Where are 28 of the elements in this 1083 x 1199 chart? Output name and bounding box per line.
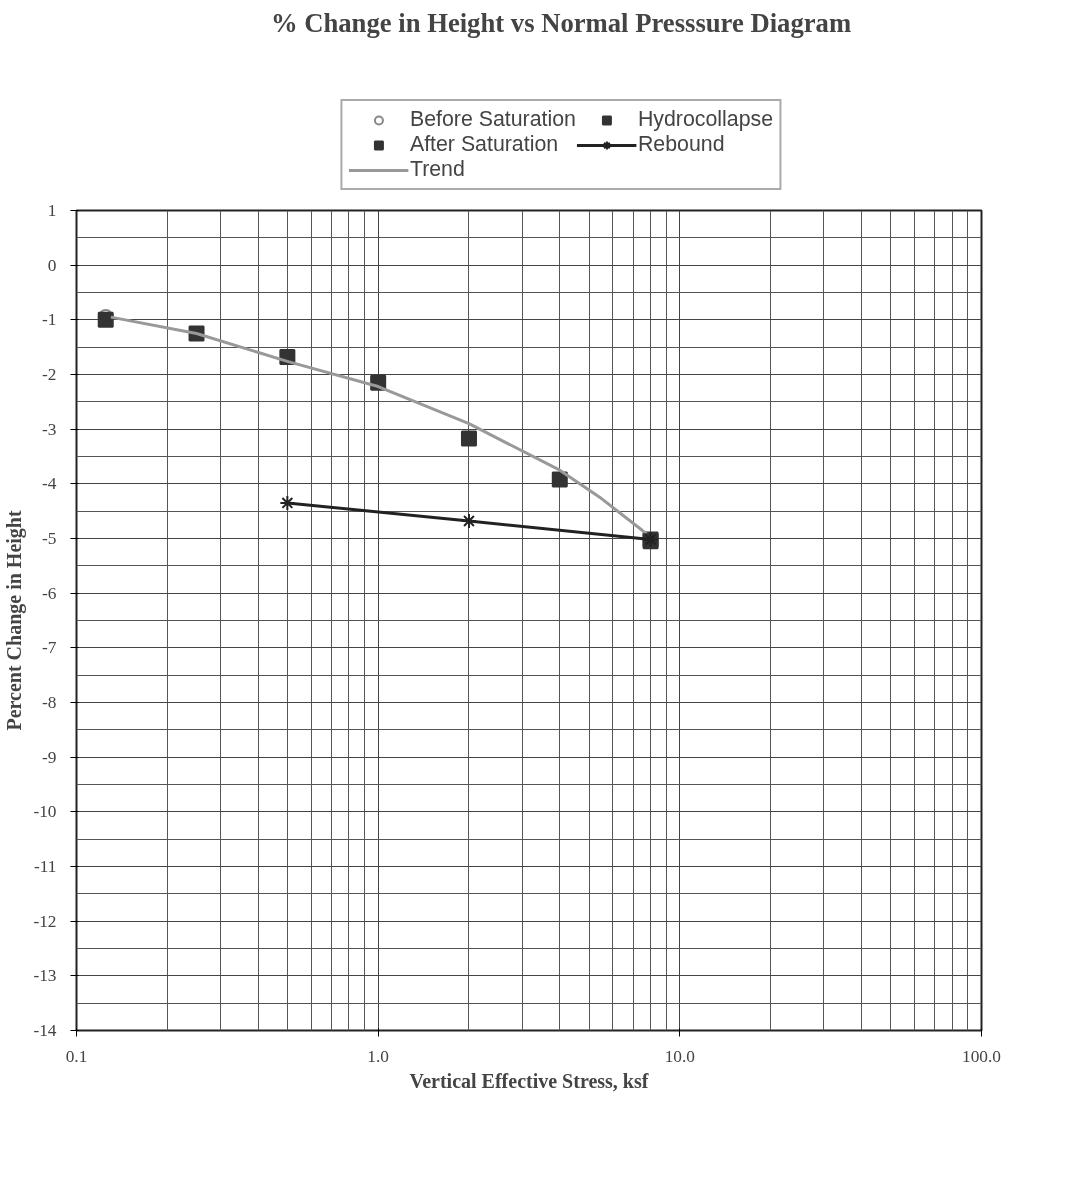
x-axis-title: Vertical Effective Stress, ksf [409, 1069, 649, 1092]
x-tick-label: 0.1 [65, 1046, 88, 1066]
y-tick-label: 0 [47, 255, 57, 275]
y-tick-label: -7 [42, 638, 57, 658]
y-tick-label: -13 [33, 966, 57, 986]
y-tick-label: -6 [42, 583, 57, 603]
y-tick-label: -9 [42, 747, 57, 767]
legend-label: Trend [409, 157, 465, 182]
x-tick-label: 100.0 [962, 1046, 1002, 1066]
legend-label: Hydrocollapse [637, 107, 774, 132]
y-tick-label: -12 [33, 911, 57, 931]
y-tick-label: -14 [33, 1021, 57, 1040]
y-axis-title: Percent Change in Height [3, 510, 27, 731]
y-tick-label: 1 [47, 201, 57, 220]
x-tick-label: 1.0 [367, 1046, 390, 1066]
y-tick-label: -8 [42, 693, 57, 712]
y-tick-label: -10 [33, 802, 57, 822]
x-tick-label: 10.0 [664, 1046, 695, 1066]
legend-label: Before Saturation [409, 107, 576, 132]
legend-label: After Saturation [409, 132, 559, 157]
y-tick-label: -4 [42, 474, 57, 494]
legend-label: Rebound [637, 132, 725, 157]
y-tick-label: -5 [42, 529, 57, 548]
y-tick-label: -1 [42, 310, 57, 330]
y-tick-label: -3 [42, 419, 57, 439]
y-tick-label: -11 [34, 857, 57, 876]
y-tick-label: -2 [42, 365, 57, 384]
chart-title: % Change in Height vs Normal Presssure Diagram [270, 7, 852, 38]
